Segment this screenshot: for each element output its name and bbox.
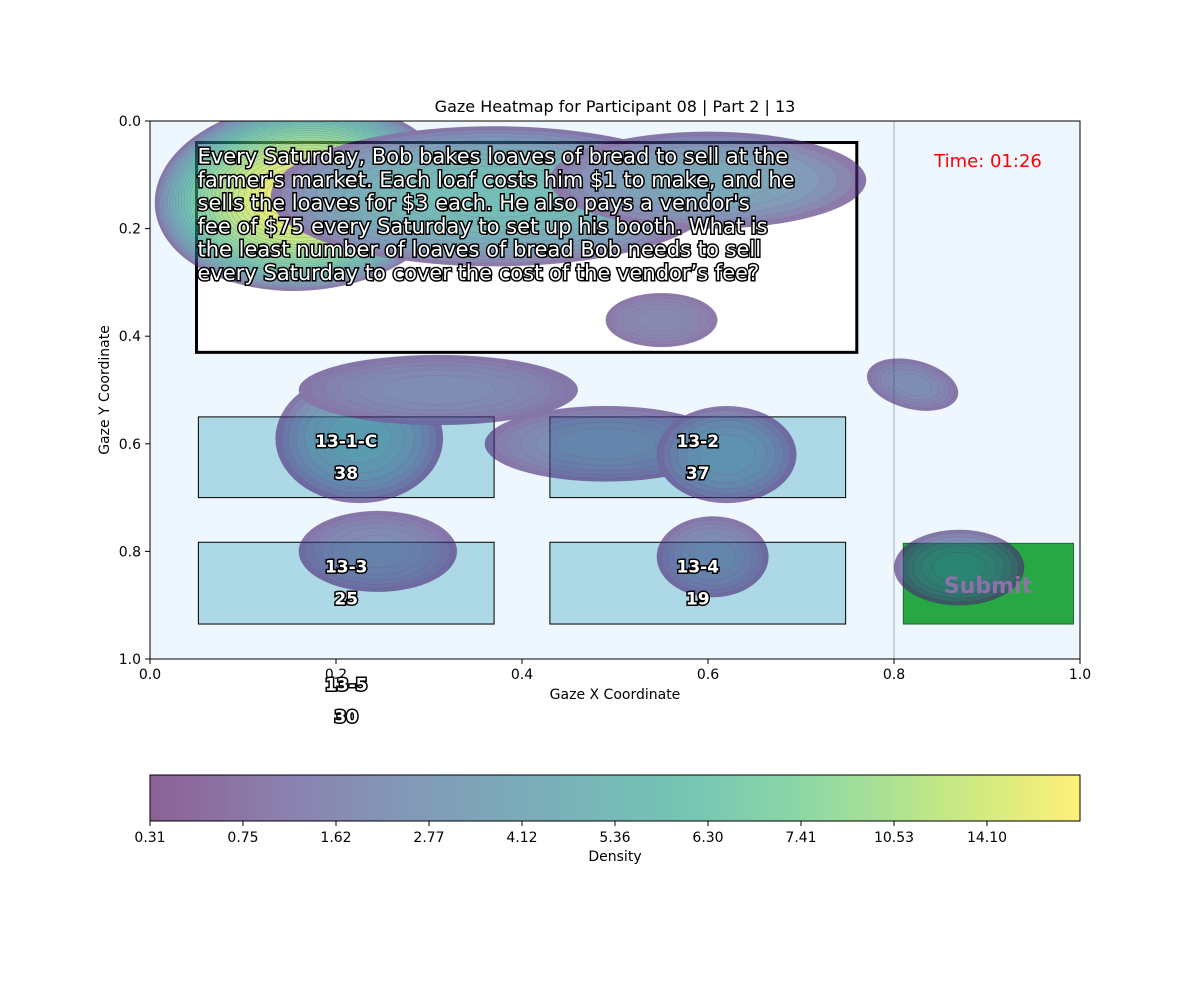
aoi-count-13-4: 19	[686, 589, 710, 609]
y-tick-label: 0.0	[119, 114, 141, 130]
density-contour	[345, 534, 411, 569]
colorbar-tick-label: 1.62	[320, 830, 351, 846]
y-tick-label: 0.4	[119, 329, 141, 345]
aoi-label-13-5: 13-5	[325, 676, 368, 696]
aoi-count-13-1-C: 38	[334, 464, 358, 484]
density-contour	[932, 551, 986, 584]
x-tick-label: 1.0	[1069, 667, 1091, 683]
aoi-label-13-1-C: 13-1-C	[315, 432, 377, 452]
question-line: sells the loaves for $3 each. He also pa…	[198, 191, 750, 215]
density-contour	[638, 308, 685, 332]
density-cluster	[656, 405, 797, 504]
aoi-label-13-2: 13-2	[676, 432, 719, 452]
colorbar-tick-label: 6.30	[692, 830, 723, 846]
timer-text: Time: 01:26	[933, 151, 1042, 172]
x-tick-label: 0.6	[697, 667, 719, 683]
colorbar-tick-label: 2.77	[413, 830, 444, 846]
question-line: fee of $75 every Saturday to set up his …	[198, 214, 768, 238]
density-contour	[556, 428, 656, 460]
aoi-label-13-3: 13-3	[325, 557, 368, 577]
density-contour	[697, 434, 756, 475]
y-tick-label: 1.0	[119, 652, 141, 668]
x-axis-ticks: 0.0 0.2 0.4 0.6 0.8 1.0	[139, 659, 1091, 683]
aoi-count-13-5: 30	[334, 708, 358, 728]
question-line: Every Saturday, Bob bakes loaves of brea…	[198, 145, 789, 169]
aoi-labels: 13-1-C 38 13-2 37 13-3 25 13-4 19 13-5 30	[314, 430, 721, 729]
question-line: every Saturday to cover the cost of the …	[198, 261, 760, 285]
overlay-layer: Every Saturday, Bob bakes loaves of brea…	[196, 143, 1042, 599]
colorbar-tick-label: 10.53	[874, 830, 914, 846]
x-tick-label: 0.0	[139, 667, 161, 683]
density-cluster	[298, 510, 458, 593]
chart-title: Gaze Heatmap for Participant 08 | Part 2…	[435, 97, 796, 116]
colorbar-tick-label: 0.75	[227, 830, 258, 846]
y-tick-label: 0.6	[119, 437, 141, 453]
colorbar-tick-label: 5.36	[599, 830, 630, 846]
density-contour	[643, 160, 773, 201]
x-tick-label: 0.4	[511, 667, 533, 683]
y-tick-label: 0.2	[119, 222, 141, 238]
question-text: Every Saturday, Bob bakes loaves of brea…	[198, 145, 795, 286]
x-axis-label: Gaze X Coordinate	[550, 687, 681, 703]
density-cluster	[298, 354, 579, 426]
submit-label: Submit	[944, 574, 1033, 599]
density-cluster	[656, 516, 769, 598]
density-layer	[154, 121, 1025, 606]
y-axis-label: Gaze Y Coordinate	[97, 325, 113, 455]
density-cluster	[893, 529, 1025, 606]
density-cluster	[605, 292, 718, 348]
colorbar-tick-label: 7.41	[785, 830, 816, 846]
aoi-count-13-3: 25	[334, 589, 358, 609]
x-tick-label: 0.8	[883, 667, 905, 683]
x-tick-label: 0.2	[325, 667, 347, 683]
density-cluster	[549, 131, 867, 229]
density-contour	[893, 373, 932, 396]
colorbar-ticks: 0.31 0.75 1.62 2.77 4.12 5.36 6.30 7.41 10.53 14.…	[134, 821, 1007, 846]
density-contour	[689, 540, 736, 574]
question-line: farmer's market. Each loaf costs him $1 …	[198, 168, 795, 192]
aoi-label-13-4: 13-4	[676, 557, 719, 577]
y-axis-ticks: 0.0 0.2 0.4 0.6 0.8 1.0	[119, 114, 150, 668]
y-tick-label: 0.8	[119, 544, 141, 560]
colorbar	[149, 774, 1081, 822]
colorbar-tick-label: 4.12	[506, 830, 537, 846]
colorbar-tick-label: 0.31	[134, 830, 165, 846]
aoi-count-13-2: 37	[686, 464, 710, 484]
density-contour	[381, 375, 496, 405]
axes-frame	[149, 120, 1081, 660]
density-cluster	[866, 358, 959, 411]
colorbar-label: Density	[588, 849, 641, 865]
colorbar-tick-label: 14.10	[967, 830, 1007, 846]
question-line: the least number of loaves of bread Bob …	[198, 238, 762, 262]
